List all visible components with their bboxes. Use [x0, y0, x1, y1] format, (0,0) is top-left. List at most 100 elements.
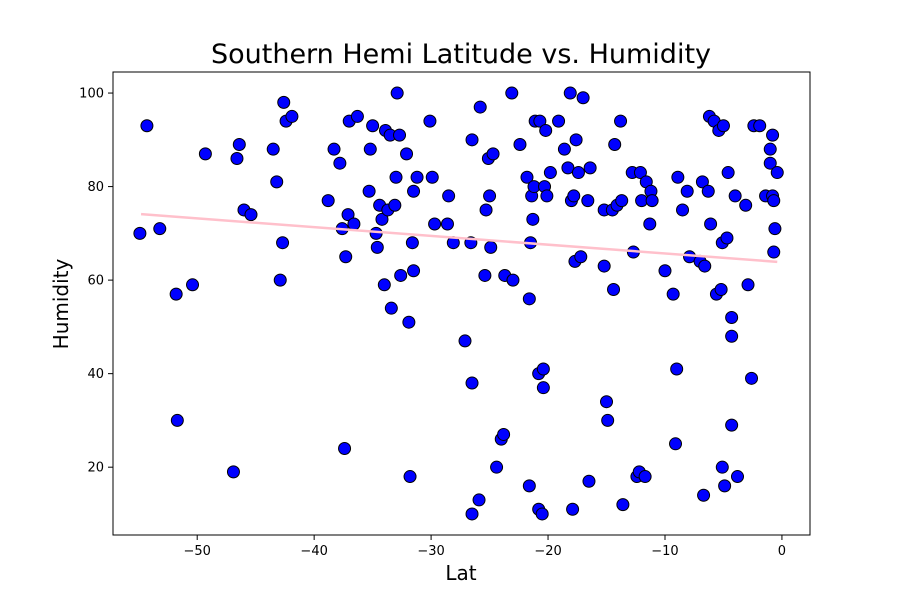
data-point-76 — [505, 86, 519, 100]
data-point-8 — [230, 152, 244, 166]
x-tick-label: −10 — [651, 544, 678, 559]
data-point-152 — [714, 282, 728, 296]
data-point-166 — [745, 371, 759, 385]
data-point-79 — [520, 170, 534, 184]
data-point-98 — [557, 142, 571, 156]
data-point-133 — [645, 194, 659, 208]
data-point-46 — [400, 147, 414, 161]
x-axis-label: Lat — [445, 561, 476, 585]
data-point-163 — [730, 470, 744, 484]
x-axis-ticks: −50 −40 −30 −20 −10 0 — [183, 535, 786, 559]
data-point-95 — [540, 189, 554, 203]
data-point-177 — [770, 166, 784, 180]
data-point-122 — [616, 498, 630, 512]
data-point-23 — [338, 441, 352, 455]
data-point-175 — [768, 222, 782, 236]
data-point-106 — [571, 166, 585, 180]
data-point-36 — [377, 278, 391, 292]
data-point-18 — [285, 109, 299, 123]
data-point-52 — [410, 170, 424, 184]
data-point-157 — [720, 231, 734, 245]
data-point-100 — [563, 86, 577, 100]
x-tick-label: −40 — [300, 544, 327, 559]
data-point-110 — [582, 474, 596, 488]
data-point-72 — [490, 460, 504, 474]
y-tick-label: 80 — [87, 180, 104, 195]
data-point-44 — [393, 128, 407, 142]
data-point-80 — [522, 479, 536, 493]
data-point-20 — [327, 142, 341, 156]
data-point-131 — [643, 217, 657, 231]
regression-layer — [140, 212, 778, 264]
data-point-117 — [607, 282, 621, 296]
data-point-94 — [539, 123, 553, 137]
data-point-89 — [533, 114, 547, 128]
y-tick-label: 60 — [87, 274, 104, 289]
data-point-84 — [526, 212, 540, 226]
data-point-59 — [458, 334, 472, 348]
data-point-74 — [497, 427, 511, 441]
data-point-53 — [423, 114, 437, 128]
data-point-170 — [763, 142, 777, 156]
data-point-21 — [333, 156, 347, 170]
data-point-54 — [425, 170, 439, 184]
data-point-40 — [384, 301, 398, 315]
data-point-5 — [186, 278, 200, 292]
data-point-55 — [428, 217, 442, 231]
data-point-4 — [170, 413, 184, 427]
data-point-62 — [465, 133, 479, 147]
data-point-31 — [366, 119, 380, 133]
data-point-154 — [715, 460, 729, 474]
points-layer — [133, 86, 784, 521]
data-point-15 — [276, 236, 290, 250]
data-point-14 — [273, 273, 287, 287]
x-tick-label: −30 — [417, 544, 444, 559]
data-point-162 — [728, 189, 742, 203]
y-tick-label: 40 — [87, 367, 104, 382]
data-point-127 — [633, 166, 647, 180]
data-point-2 — [153, 222, 167, 236]
data-point-118 — [608, 137, 622, 151]
data-point-11 — [244, 208, 258, 222]
data-point-97 — [552, 114, 566, 128]
data-point-129 — [638, 470, 652, 484]
data-point-102 — [566, 502, 580, 516]
data-point-164 — [739, 198, 753, 212]
y-axis-label: Humidity — [49, 258, 73, 349]
data-point-67 — [479, 203, 493, 217]
data-point-108 — [576, 91, 590, 105]
data-point-69 — [483, 189, 497, 203]
data-point-155 — [716, 119, 730, 133]
data-point-138 — [671, 170, 685, 184]
data-point-99 — [561, 161, 575, 175]
data-point-3 — [169, 287, 183, 301]
data-point-57 — [442, 189, 456, 203]
data-point-81 — [522, 292, 536, 306]
data-point-114 — [600, 395, 614, 409]
data-point-45 — [394, 268, 408, 282]
data-point-135 — [666, 287, 680, 301]
data-point-107 — [574, 250, 588, 264]
data-point-25 — [341, 208, 355, 222]
data-point-121 — [615, 194, 629, 208]
data-point-41 — [388, 198, 402, 212]
data-point-134 — [658, 264, 672, 278]
data-point-78 — [513, 137, 527, 151]
data-point-9 — [232, 137, 246, 151]
data-point-111 — [583, 161, 597, 175]
data-point-174 — [767, 194, 781, 208]
data-point-16 — [277, 95, 291, 109]
data-point-48 — [403, 470, 417, 484]
data-point-33 — [370, 240, 384, 254]
y-tick-label: 20 — [87, 461, 104, 476]
data-point-42 — [389, 170, 403, 184]
data-point-77 — [506, 273, 520, 287]
data-point-43 — [390, 86, 404, 100]
chart-title: Southern Hemi Latitude vs. Humidity — [211, 39, 711, 70]
data-point-64 — [472, 493, 486, 507]
data-point-176 — [767, 245, 781, 259]
data-point-61 — [465, 376, 479, 390]
data-point-27 — [347, 217, 361, 231]
